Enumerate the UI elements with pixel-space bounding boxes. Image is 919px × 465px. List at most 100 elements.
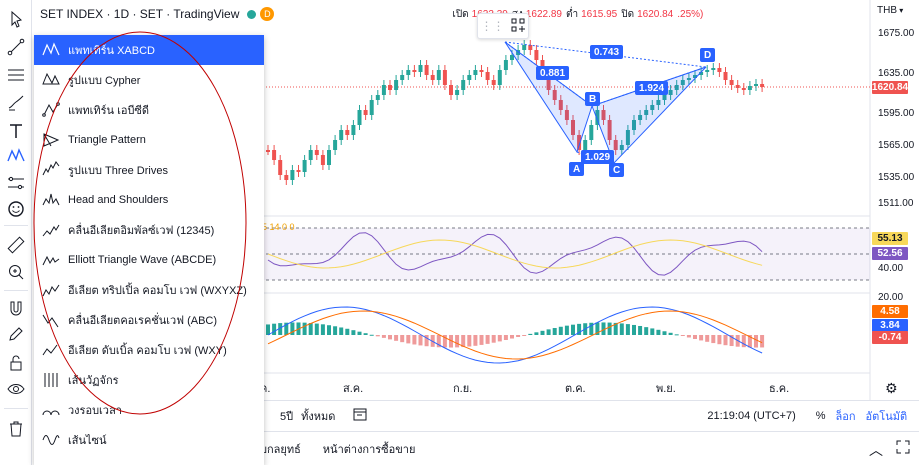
macd-bar	[741, 335, 746, 348]
price-tick: 1675.00	[878, 28, 915, 39]
candle-body	[308, 150, 313, 160]
remove-drawings-button[interactable]	[3, 416, 29, 442]
macd-bar	[327, 325, 331, 335]
macd-bar	[436, 335, 441, 348]
macd-bar	[290, 322, 295, 335]
market-status-icon	[247, 9, 257, 19]
tab-trading-panel[interactable]: หน้าต่างการซื้อขาย	[322, 443, 416, 456]
menu-item-xabcd-pattern[interactable]: แพทเทิร์น XABCD	[34, 35, 264, 65]
menu-item-head-and-shoulders[interactable]: Head and Shoulders	[34, 185, 264, 215]
macd-bar	[589, 322, 594, 335]
menu-item-label: Head and Shoulders	[68, 194, 169, 206]
text-tool-button[interactable]	[3, 118, 29, 144]
menu-item-elliott-triangle-wave[interactable]: Elliott Triangle Wave (ABCDE)	[34, 245, 264, 275]
trash-icon	[10, 421, 22, 437]
auto-scale-button[interactable]: อัตโนมัติ	[865, 410, 908, 423]
menu-item-three-drives-pattern[interactable]: รูปแบบ Three Drives	[34, 155, 264, 185]
macd-bar	[302, 322, 307, 335]
menu-item-label: เส้นวัฏจักร	[68, 375, 119, 387]
close-value: 1620.84	[637, 8, 674, 20]
macd-bar	[680, 335, 685, 336]
candle-body	[558, 100, 563, 110]
macd-bar	[571, 324, 575, 335]
sine-line-icon	[40, 429, 62, 451]
tab-strategy-tester[interactable]: บกลยุทธ์	[260, 443, 301, 456]
chart-settings-icon[interactable]: ⚙	[885, 380, 898, 396]
percent-scale-button[interactable]: %	[815, 409, 826, 422]
macd-bar	[705, 335, 710, 342]
clock-display[interactable]: 21:19:04 (UTC+7)	[707, 409, 796, 422]
macd-bar	[394, 335, 399, 341]
currency-selector[interactable]: THB	[877, 5, 903, 16]
range-all-button[interactable]: ทั้งหมด	[301, 410, 336, 423]
menu-item-label: Elliott Triangle Wave (ABCDE)	[68, 254, 217, 266]
time-tick: ต.ค.	[565, 383, 586, 395]
pencil-lock-icon	[9, 327, 23, 341]
menu-item-abcd-pattern[interactable]: แพทเทิร์น เอบีซีดี	[34, 95, 264, 125]
log-scale-button[interactable]: ล็อก	[835, 410, 856, 423]
lock-drawings-button[interactable]	[3, 350, 29, 376]
cursor-icon	[11, 10, 23, 28]
menu-item-cypher-pattern[interactable]: รูปแบบ Cypher	[34, 65, 264, 95]
smiley-icon	[8, 201, 24, 217]
zoom-tool-button[interactable]	[3, 259, 29, 285]
macd-badge: -0.74	[872, 331, 908, 344]
macd-bar	[699, 335, 704, 341]
menu-item-elliott-triple-combo[interactable]: อีเลียต ทริปเปิ้ล คอมโบ เวฟ (WXYXZ)	[34, 275, 264, 305]
macd-bar	[662, 331, 667, 335]
symbol-title[interactable]: SET INDEX · 1D · SET · TradingView	[40, 7, 240, 21]
macd-bar	[619, 323, 624, 335]
fib-tool-button[interactable]	[3, 62, 29, 88]
magnet-tool-button[interactable]	[3, 296, 29, 322]
open-label: เปิด	[452, 8, 469, 20]
candle-body	[449, 85, 453, 95]
pattern-point-a: A	[569, 162, 585, 176]
change-value: .25%)	[677, 8, 704, 20]
hide-drawings-button[interactable]	[3, 376, 29, 402]
pattern-tool-button[interactable]	[3, 143, 29, 169]
emoji-tool-button[interactable]	[3, 196, 29, 222]
pattern-ratio-bc: 1.029	[581, 150, 615, 164]
candle-body	[363, 110, 368, 115]
candle-body	[650, 105, 655, 110]
menu-item-label: แพทเทิร์น XABCD	[68, 45, 155, 57]
bottom-panel-tabs: บกลยุทธ์ หน้าต่างการซื้อขาย ︿	[260, 431, 919, 465]
menu-item-elliott-double-combo[interactable]: อีเลียต ดับเบิ้ล คอมโบ เวฟ (WXY)	[34, 335, 264, 365]
high-value: 1622.89	[525, 8, 562, 20]
candle-body	[546, 75, 551, 90]
prediction-tool-button[interactable]	[3, 170, 29, 196]
menu-item-elliott-correction-wave[interactable]: คลื่นอีเลียตคอเรคชั่นเวฟ (ABC)	[34, 305, 264, 335]
pattern-settings-icon[interactable]	[510, 17, 526, 36]
menu-item-sine-line[interactable]: เส้นไซน์	[34, 425, 264, 455]
measure-tool-button[interactable]	[3, 232, 29, 258]
macd-bar	[564, 325, 569, 335]
candle-body	[595, 110, 600, 125]
drag-handle-icon[interactable]: ⋮⋮	[480, 19, 505, 33]
candle-body	[339, 130, 344, 140]
time-tick: ก.ย.	[453, 383, 473, 395]
rsi-ma-line	[267, 239, 763, 269]
maximize-panel-icon[interactable]	[896, 440, 910, 457]
brush-tool-button[interactable]	[3, 90, 29, 116]
menu-item-label: แพทเทิร์น เอบีซีดี	[68, 105, 150, 117]
floating-drawing-toolbar[interactable]: ⋮⋮	[477, 13, 529, 39]
chevron-up-icon[interactable]: ︿	[869, 442, 883, 458]
trend-line-icon	[7, 38, 25, 56]
macd-tick: 20.00	[878, 292, 904, 303]
range-5y-button[interactable]: 5ปี	[280, 410, 294, 423]
delayed-data-badge[interactable]: D	[260, 7, 275, 21]
candle-body	[534, 50, 539, 60]
menu-item-cyclic-lines[interactable]: เส้นวัฏจักร	[34, 365, 264, 395]
menu-item-triangle-pattern[interactable]: Triangle Pattern	[34, 125, 264, 155]
prediction-icon	[8, 176, 24, 190]
macd-bar	[308, 323, 313, 335]
candle-body	[644, 110, 649, 115]
date-range-icon[interactable]	[353, 407, 367, 424]
trend-line-tool-button[interactable]	[3, 34, 29, 60]
stay-in-drawing-button[interactable]	[3, 322, 29, 348]
menu-item-time-cycles[interactable]: วงรอบเวลา	[34, 395, 264, 425]
menu-item-elliott-impulse-wave[interactable]: คลื่นอีเลียตอิมพัลซ์เวฟ (12345)	[34, 215, 264, 245]
cursor-tool-button[interactable]	[3, 6, 29, 32]
macd-bar	[455, 335, 460, 348]
candle-body	[455, 90, 460, 95]
